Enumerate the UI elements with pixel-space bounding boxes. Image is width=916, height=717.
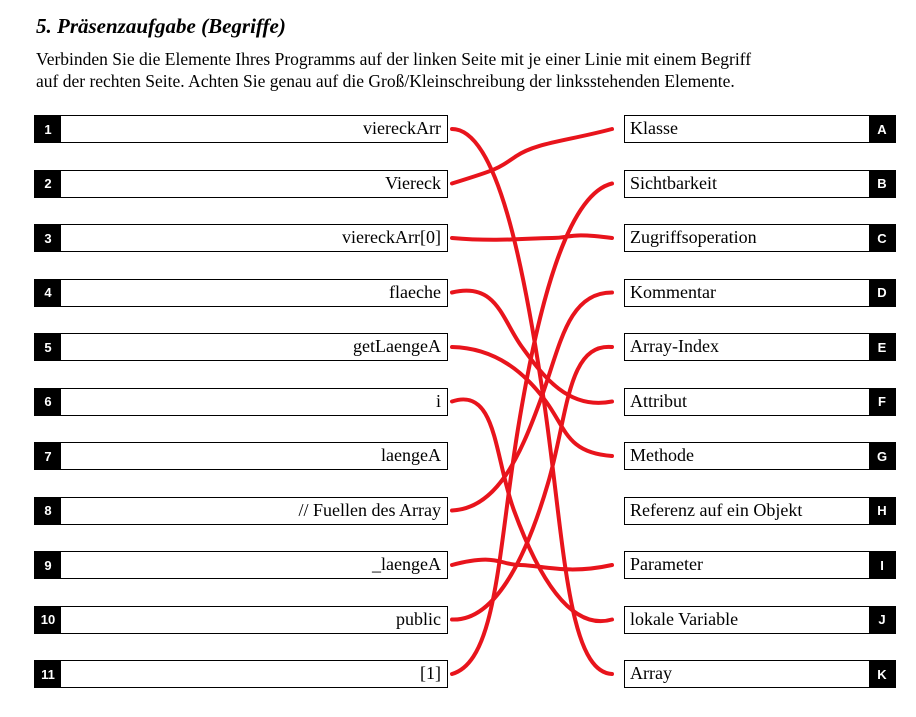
- left-item-1[interactable]: 1 viereckArr: [34, 115, 448, 143]
- item-label: Viereck: [385, 172, 441, 193]
- left-item-2[interactable]: 2 Viereck: [34, 169, 448, 198]
- task-title: 5. Präsenzaufgabe (Begriffe): [36, 14, 286, 38]
- instruction-line: auf der rechten Seite. Achten Sie genau …: [36, 71, 735, 91]
- right-item-d[interactable]: Kommentar D: [624, 278, 896, 307]
- item-number: 2: [35, 170, 61, 197]
- item-label: laengeA: [381, 445, 441, 465]
- right-item-g[interactable]: Methode G: [624, 442, 896, 470]
- item-letter: B: [869, 170, 895, 197]
- item-label: flaeche: [389, 281, 441, 302]
- item-label: Klasse: [630, 118, 678, 138]
- item-label: Kommentar: [630, 281, 716, 302]
- item-label: Attribut: [630, 390, 687, 411]
- connection-line-1-k: [450, 127, 614, 676]
- item-label: Referenz auf ein Objekt: [630, 499, 803, 520]
- connection-line-11-b: [450, 181, 614, 676]
- item-label: Sichtbarkeit: [630, 172, 717, 193]
- item-label: Zugriffsoperation: [630, 227, 757, 247]
- item-letter: H: [869, 497, 895, 524]
- item-label: viereckArr[0]: [342, 227, 441, 247]
- item-number: 10: [35, 606, 61, 633]
- item-letter: D: [869, 279, 895, 306]
- item-label: // Fuellen des Array: [298, 499, 441, 520]
- right-item-b[interactable]: Sichtbarkeit B: [624, 169, 896, 198]
- item-number: 9: [35, 552, 61, 578]
- connection-line-8-d: [450, 290, 614, 513]
- right-item-e[interactable]: Array-Index E: [624, 333, 896, 361]
- item-letter: C: [869, 225, 895, 251]
- item-label: lokale Variable: [630, 608, 739, 629]
- item-label: _laengeA: [372, 554, 441, 574]
- item-letter: I: [869, 552, 895, 578]
- left-item-3[interactable]: 3 viereckArr[0]: [34, 224, 448, 252]
- item-letter: E: [869, 334, 895, 360]
- item-label: public: [396, 608, 441, 629]
- item-label: Array: [630, 663, 672, 683]
- right-item-a[interactable]: Klasse A: [624, 115, 896, 143]
- right-item-i[interactable]: Parameter I: [624, 551, 896, 579]
- item-letter: A: [869, 116, 895, 142]
- left-item-11[interactable]: 11 [1]: [34, 660, 448, 688]
- right-item-h[interactable]: Referenz auf ein Objekt H: [624, 496, 896, 525]
- item-label: i: [435, 390, 441, 411]
- left-item-10[interactable]: 10 public: [34, 605, 448, 634]
- connection-line-10-e: [450, 344, 614, 622]
- left-item-7[interactable]: 7 laengeA: [34, 442, 448, 470]
- connection-line-5-g: [450, 345, 614, 458]
- item-number: 1: [35, 116, 61, 142]
- item-number: 8: [35, 497, 61, 524]
- connection-line-2-a: [450, 127, 614, 186]
- item-letter: K: [869, 661, 895, 687]
- item-letter: J: [869, 606, 895, 633]
- right-item-c[interactable]: Zugriffsoperation C: [624, 224, 896, 252]
- item-label: getLaengeA: [353, 336, 441, 356]
- left-item-4[interactable]: 4 flaeche: [34, 278, 448, 307]
- item-label: viereckArr: [363, 118, 441, 138]
- connection-line-4-f: [450, 288, 614, 405]
- task-instructions: Verbinden Sie die Elemente Ihres Program…: [36, 48, 896, 92]
- item-number: 6: [35, 388, 61, 415]
- item-number: 4: [35, 279, 61, 306]
- left-item-5[interactable]: 5 getLaengeA: [34, 333, 448, 361]
- item-letter: G: [869, 443, 895, 469]
- item-number: 3: [35, 225, 61, 251]
- right-item-f[interactable]: Attribut F: [624, 387, 896, 416]
- connection-line-6-j: [450, 397, 614, 624]
- left-item-9[interactable]: 9 _laengeA: [34, 551, 448, 579]
- item-label: Array-Index: [630, 336, 719, 356]
- item-label: Methode: [630, 445, 694, 465]
- item-label: [1]: [420, 663, 441, 683]
- connection-line-9-i: [450, 557, 614, 572]
- item-letter: F: [869, 388, 895, 415]
- instruction-line: Verbinden Sie die Elemente Ihres Program…: [36, 49, 752, 69]
- item-label: Parameter: [630, 554, 703, 574]
- item-number: 11: [35, 661, 61, 687]
- connection-line-3-c: [450, 233, 614, 242]
- item-number: 5: [35, 334, 61, 360]
- right-item-j[interactable]: lokale Variable J: [624, 605, 896, 634]
- left-item-8[interactable]: 8 // Fuellen des Array: [34, 496, 448, 525]
- item-number: 7: [35, 443, 61, 469]
- right-item-k[interactable]: Array K: [624, 660, 896, 688]
